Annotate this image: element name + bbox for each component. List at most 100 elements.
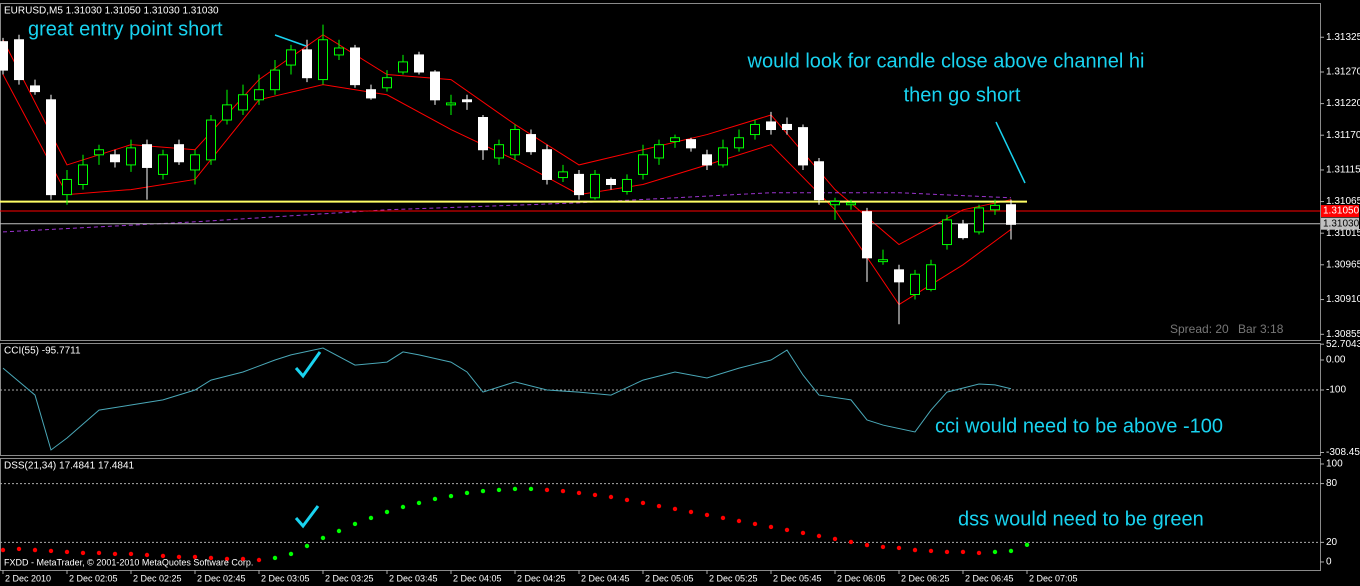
x-tick-label: 2 Dec 02:45 xyxy=(197,573,246,583)
candle-body xyxy=(558,171,568,179)
dss-dot xyxy=(400,504,406,510)
candle-body xyxy=(78,164,88,186)
candle-body xyxy=(62,178,72,196)
price-label: 1.31030 xyxy=(1323,218,1360,229)
candle-body xyxy=(174,144,184,163)
candle-body xyxy=(414,54,424,73)
candle-body xyxy=(846,202,856,206)
x-tick-label: 2 Dec 02:25 xyxy=(133,573,182,583)
dss-dot xyxy=(688,509,694,515)
dss-dot xyxy=(992,549,998,555)
candle-body xyxy=(782,123,792,131)
dss-dot xyxy=(544,487,550,493)
candle-body xyxy=(670,137,680,143)
x-tick-label: 2 Dec 06:25 xyxy=(901,573,950,583)
candle-body xyxy=(654,144,664,159)
dss-dot xyxy=(384,509,390,515)
x-tick-label: 2 Dec 2010 xyxy=(5,573,51,583)
dss-dot xyxy=(256,557,262,563)
candle-body xyxy=(142,144,152,168)
dss-dot xyxy=(224,556,230,562)
dss-dot xyxy=(672,506,678,512)
candle-body xyxy=(686,139,696,149)
dss-dot xyxy=(848,539,854,545)
candle-body xyxy=(510,129,520,156)
dss-dot xyxy=(144,552,150,558)
x-tick-label: 2 Dec 05:05 xyxy=(645,573,694,583)
dss-dot xyxy=(656,503,662,509)
dss-dot xyxy=(416,500,422,506)
dss-dot xyxy=(16,546,22,552)
candle-body xyxy=(430,71,440,101)
x-tick-label: 2 Dec 04:25 xyxy=(517,573,566,583)
candle-body xyxy=(110,154,120,163)
candle-body xyxy=(94,149,104,156)
dss-dot xyxy=(928,548,934,554)
dss-dot xyxy=(448,493,454,499)
x-tick-label: 2 Dec 02:05 xyxy=(69,573,118,583)
annotation: cci would need to be above -100 xyxy=(935,415,1223,437)
candle-body xyxy=(206,119,216,161)
dss-dot xyxy=(480,488,486,494)
candle-body xyxy=(766,121,776,131)
dss-dot xyxy=(800,530,806,536)
annotation: great entry point short xyxy=(28,18,223,40)
candle-body xyxy=(638,154,648,175)
annotation: would look for candle close above channe… xyxy=(747,50,1145,72)
indicator-line xyxy=(2,34,1012,246)
price-label: 1.31050 xyxy=(1323,206,1360,217)
dss-dot xyxy=(496,487,502,493)
x-tick-label: 2 Dec 05:25 xyxy=(709,573,758,583)
candle-body xyxy=(574,173,584,196)
dss-dot xyxy=(1024,542,1030,548)
x-tick-label: 2 Dec 05:45 xyxy=(773,573,822,583)
candle-body xyxy=(894,269,904,283)
dss-dot xyxy=(128,551,134,557)
candle-body xyxy=(958,223,968,239)
indicator-line xyxy=(2,192,1012,233)
y-tick-label: 1.31015 xyxy=(1326,228,1360,239)
dss-dot xyxy=(192,554,198,560)
dss-dot xyxy=(976,550,982,556)
panel-frame xyxy=(0,343,1321,456)
dss-dot xyxy=(176,554,182,560)
candle-body xyxy=(542,149,552,180)
candle-body xyxy=(398,61,408,73)
dss-dot xyxy=(736,518,742,524)
dss-dot xyxy=(272,555,278,561)
candle-body xyxy=(478,117,488,151)
candle-body xyxy=(190,154,200,171)
candle-body xyxy=(286,49,296,66)
dss-dot xyxy=(96,550,102,556)
dss-dot xyxy=(960,549,966,555)
annotation: then go short xyxy=(904,84,1021,106)
candle-body xyxy=(334,47,344,56)
y-tick-label: 1.30855 xyxy=(1326,329,1360,340)
y-tick-label: 1.31220 xyxy=(1326,98,1360,109)
dss-dot xyxy=(624,497,630,503)
y-tick-label: 1.31325 xyxy=(1326,32,1360,43)
candle-body xyxy=(446,102,456,106)
dss-dot xyxy=(592,492,598,498)
candle-body xyxy=(0,41,8,71)
candle-body xyxy=(590,173,600,199)
dss-dot xyxy=(944,549,950,555)
y-tick-label: 20 xyxy=(1326,537,1338,548)
panel-frame xyxy=(0,458,1321,571)
candle-body xyxy=(158,154,168,175)
footer-text: FXDD - MetaTrader, © 2001-2010 MetaQuote… xyxy=(4,557,253,567)
dss-dot xyxy=(784,527,790,533)
annotation: dss would need to be green xyxy=(958,508,1204,530)
dss-dot xyxy=(832,536,838,542)
candle-body xyxy=(126,147,136,166)
candle-body xyxy=(14,39,24,81)
candle-body xyxy=(222,104,232,121)
x-tick-label: 2 Dec 03:05 xyxy=(261,573,310,583)
y-tick-label: 100 xyxy=(1326,459,1343,470)
x-tick-label: 2 Dec 06:45 xyxy=(965,573,1014,583)
dss-dot xyxy=(80,550,86,556)
dss-dot xyxy=(0,547,6,553)
candle-body xyxy=(734,137,744,149)
